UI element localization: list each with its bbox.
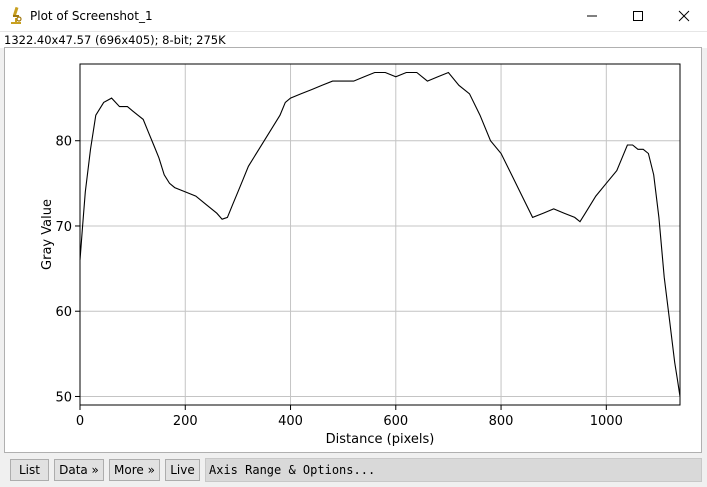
series-line [79, 71, 681, 397]
minimize-icon [587, 15, 597, 17]
title-bar[interactable]: Plot of Screenshot_1 [0, 0, 707, 32]
microscope-icon [8, 6, 24, 26]
y-tick-label: 70 [55, 220, 72, 235]
data-button[interactable]: Data » [54, 459, 104, 481]
x-tick-label: 0 [76, 414, 84, 429]
plot-grid [80, 64, 680, 405]
x-tick-label: 600 [383, 414, 408, 429]
close-button[interactable] [661, 0, 707, 32]
y-tick-label: 60 [55, 305, 72, 320]
window-title: Plot of Screenshot_1 [30, 9, 153, 23]
image-info-bar: 1322.40x47.57 (696x405); 8-bit; 275K [0, 32, 707, 48]
plot-toolbar: List Data » More » Live Axis Range & Opt… [0, 456, 707, 487]
maximize-icon [633, 11, 643, 21]
list-button[interactable]: List [10, 459, 49, 481]
x-tick-label: 800 [489, 414, 514, 429]
x-tick-label: 1000 [590, 414, 623, 429]
profile-plot[interactable]: 0 200 400 600 800 1000 50 60 70 80 Distance (pix… [0, 0, 707, 456]
y-axis-label: Gray Value [40, 199, 55, 270]
y-tick-label: 50 [55, 390, 72, 405]
y-tick-label: 80 [55, 135, 72, 150]
live-button[interactable]: Live [165, 459, 200, 481]
x-axis-ticks: 0 200 400 600 800 1000 [76, 405, 623, 429]
axis-range-options-button[interactable]: Axis Range & Options... [205, 458, 702, 482]
x-tick-label: 400 [278, 414, 303, 429]
more-button[interactable]: More » [109, 459, 160, 481]
image-info-text: 1322.40x47.57 (696x405); 8-bit; 275K [4, 33, 226, 47]
maximize-button[interactable] [615, 0, 661, 32]
y-axis-ticks: 50 60 70 80 [55, 135, 80, 405]
close-icon [678, 10, 690, 22]
x-tick-label: 200 [173, 414, 198, 429]
plot-area [79, 63, 681, 406]
x-axis-label: Distance (pixels) [326, 432, 435, 447]
plot-frame[interactable] [4, 47, 702, 453]
minimize-button[interactable] [569, 0, 615, 32]
